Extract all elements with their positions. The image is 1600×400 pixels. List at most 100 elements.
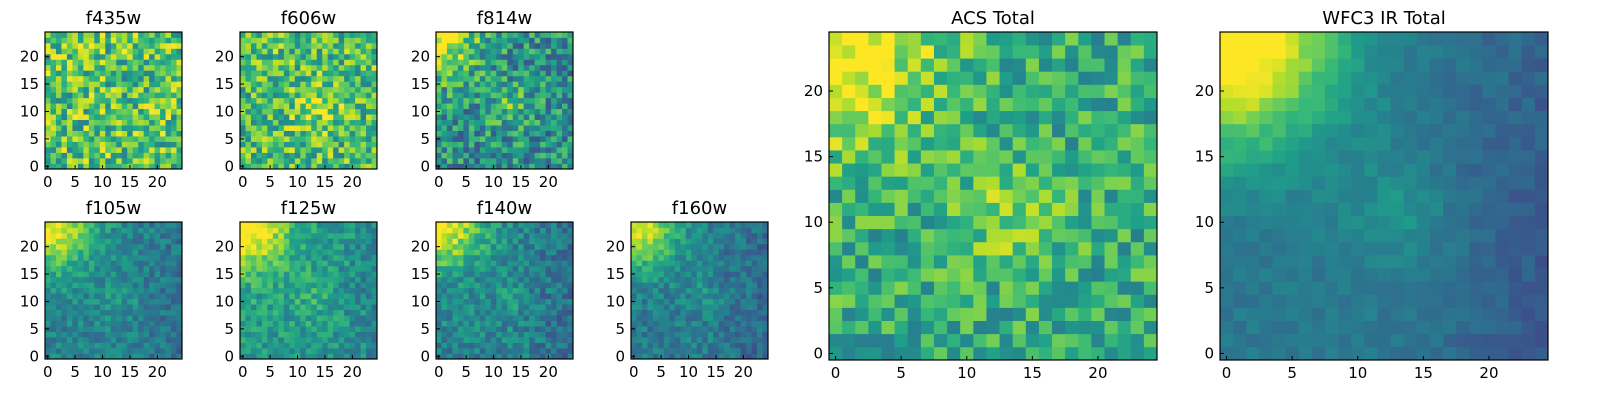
heatmap-cell: [436, 309, 442, 316]
heatmap-cell: [83, 92, 90, 99]
heatmap-cell: [289, 320, 296, 327]
heatmap-cell: [960, 255, 974, 269]
heatmap-cell: [567, 136, 574, 142]
heatmap-cell: [507, 37, 514, 44]
heatmap-cell: [349, 92, 356, 99]
heatmap-cell: [83, 141, 90, 148]
heatmap-cell: [176, 353, 183, 360]
heatmap-cell: [154, 326, 161, 332]
heatmap-cell: [50, 265, 57, 272]
heatmap-cell: [256, 141, 263, 148]
heatmap-cell: [881, 320, 895, 335]
heatmap-cell: [468, 287, 475, 294]
heatmap-cell: [305, 254, 312, 261]
heatmap-cell: [327, 141, 334, 148]
heatmap-cell: [1078, 150, 1092, 164]
heatmap-cell: [986, 163, 1000, 177]
heatmap-cell: [272, 86, 279, 93]
heatmap-cell: [441, 64, 448, 71]
heatmap-cell: [360, 260, 367, 267]
heatmap-cell: [986, 281, 1000, 295]
heatmap-cell: [250, 147, 257, 153]
heatmap-cell: [267, 337, 274, 343]
heatmap-cell: [696, 320, 703, 327]
heatmap-cell: [452, 125, 459, 131]
heatmap-cell: [947, 215, 961, 230]
heatmap-cell: [468, 315, 475, 321]
heatmap-cell: [507, 232, 514, 239]
heatmap-cell: [116, 254, 123, 261]
heatmap-cell: [452, 260, 459, 267]
heatmap-cell: [490, 337, 497, 343]
heatmap-cell: [1104, 255, 1118, 269]
heatmap-cell: [512, 271, 519, 278]
heatmap-cell: [322, 249, 329, 256]
heatmap-cell: [933, 123, 948, 138]
heatmap-cell: [490, 309, 497, 316]
heatmap-cell: [88, 238, 95, 245]
heatmap-cell: [658, 232, 665, 239]
heatmap-cell: [920, 215, 935, 230]
heatmap-cell: [289, 125, 296, 131]
heatmap-cell: [94, 232, 101, 239]
heatmap-cell: [176, 282, 183, 289]
heatmap-cell: [468, 326, 475, 332]
heatmap-cell: [567, 114, 574, 121]
heatmap-cell: [674, 238, 681, 245]
heatmap-cell: [344, 75, 350, 82]
heatmap-cell: [680, 320, 687, 327]
heatmap-cell: [154, 48, 161, 55]
heatmap-cell: [534, 147, 541, 153]
heatmap-cell: [132, 125, 139, 131]
heatmap-cell: [669, 293, 676, 300]
x-tick-label: 5: [461, 173, 471, 191]
heatmap-cell: [256, 304, 263, 311]
heatmap-cell: [127, 276, 134, 283]
heatmap-cell: [534, 309, 541, 316]
heatmap-cell: [50, 222, 57, 228]
heatmap-cell: [327, 320, 334, 327]
heatmap-cell: [485, 320, 492, 327]
heatmap-cell: [127, 265, 134, 272]
heatmap-cell: [316, 119, 323, 126]
heatmap-cell: [680, 260, 687, 267]
heatmap-cell: [518, 320, 525, 327]
heatmap-cell: [1117, 320, 1132, 335]
heatmap-cell: [333, 48, 339, 55]
heatmap-cell: [947, 346, 961, 361]
heatmap-cell: [278, 103, 285, 110]
heatmap-cell: [920, 150, 935, 164]
heatmap-cell: [663, 271, 670, 278]
heatmap-cell: [551, 243, 557, 250]
heatmap-cell: [551, 37, 557, 44]
heatmap-cell: [127, 293, 134, 300]
heatmap-cell: [300, 147, 307, 153]
heatmap-cell: [663, 309, 670, 316]
heatmap-cell: [272, 243, 279, 250]
heatmap-cell: [66, 119, 73, 126]
heatmap-cell: [490, 304, 497, 311]
heatmap-cell: [72, 70, 79, 77]
heatmap-cell: [674, 298, 681, 305]
heatmap-cell: [529, 222, 535, 228]
heatmap-cell: [371, 158, 378, 164]
heatmap-cell: [366, 147, 372, 153]
heatmap-cell: [631, 304, 637, 311]
heatmap-cell: [485, 114, 492, 121]
heatmap-cell: [176, 59, 183, 66]
heatmap-cell: [160, 222, 166, 228]
heatmap-cell: [256, 353, 263, 360]
heatmap-cell: [562, 315, 568, 321]
heatmap-cell: [355, 304, 361, 311]
heatmap-cell: [545, 326, 552, 332]
heatmap-cell: [77, 147, 84, 153]
heatmap-cell: [344, 309, 350, 316]
heatmap-cell: [441, 158, 448, 164]
heatmap-cell: [713, 331, 720, 338]
heatmap-cell: [240, 37, 246, 44]
heatmap-cell: [556, 141, 563, 148]
heatmap-cell: [138, 331, 144, 338]
heatmap-cell: [294, 298, 301, 305]
heatmap-cell: [523, 97, 530, 104]
heatmap-cell: [545, 282, 552, 289]
